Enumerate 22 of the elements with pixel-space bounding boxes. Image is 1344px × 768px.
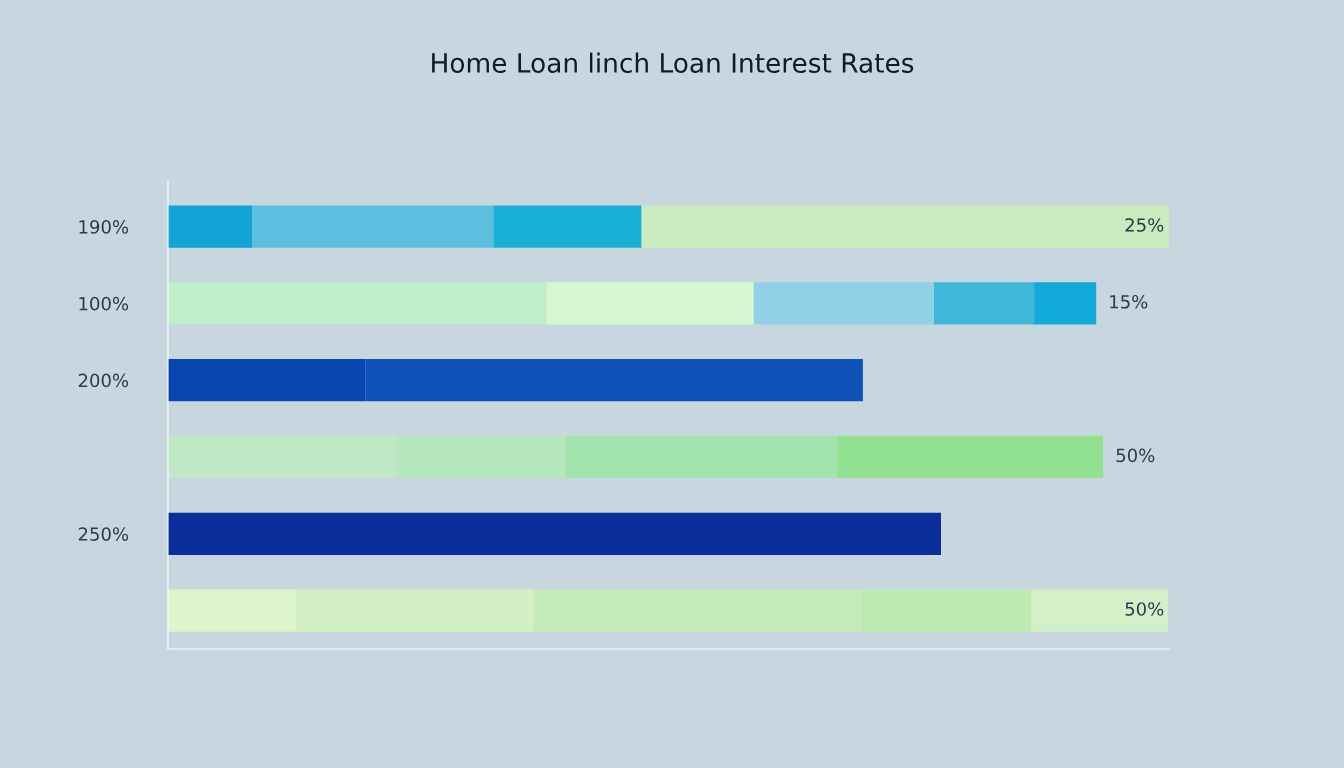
y-tick-label: 100% [79, 296, 129, 311]
bar [565, 435, 837, 479]
text: 25% [1125, 218, 1164, 232]
text: 15% [1110, 294, 1148, 309]
y-tick-label: 190% [79, 220, 129, 234]
bar [493, 205, 642, 248]
bar [1034, 282, 1097, 325]
bar [933, 282, 1035, 325]
bar [546, 282, 754, 325]
y-tick-label: 200% [78, 373, 129, 388]
bar [168, 205, 253, 248]
y-tick-label: 250% [78, 527, 129, 541]
text: 50% [1116, 448, 1155, 463]
text: 50% [1125, 602, 1164, 616]
bar [753, 282, 934, 325]
bar [252, 205, 494, 248]
bar [168, 282, 547, 325]
bar [168, 512, 941, 555]
bar [1031, 589, 1169, 632]
bar [641, 205, 1170, 248]
chart-title: Home Loan linch Loan Interest Rates [432, 52, 914, 73]
bar [836, 435, 1104, 479]
